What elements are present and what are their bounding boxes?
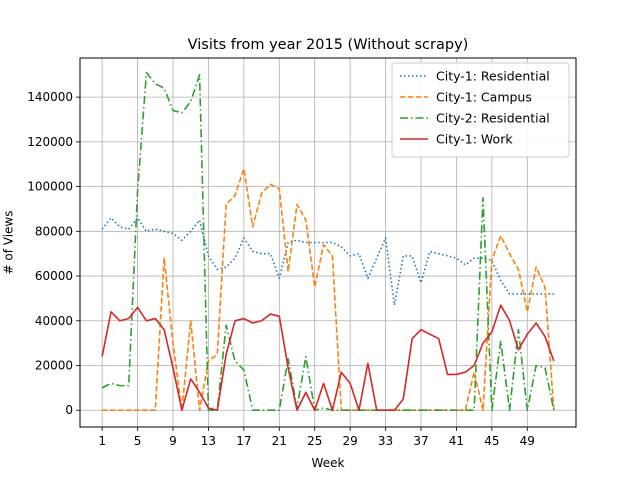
x-tick-label: 45 <box>484 434 499 448</box>
x-tick-label: 37 <box>413 434 428 448</box>
x-tick-label: 33 <box>378 434 393 448</box>
y-tick-label: 20000 <box>35 359 73 373</box>
y-tick-label: 140000 <box>27 90 73 104</box>
series-lines <box>101 71 555 412</box>
x-tick-label: 17 <box>236 434 251 448</box>
legend-box <box>391 62 570 158</box>
y-tick-label: 80000 <box>35 224 73 238</box>
plot-frame <box>79 57 577 428</box>
x-tick-label: 5 <box>134 434 142 448</box>
legend-label-1: City-1: Residential <box>436 69 550 84</box>
y-tick-label: 60000 <box>35 269 73 283</box>
y-axis-label: # of Views <box>2 211 16 275</box>
legend-label-2: City-1: Campus <box>436 90 532 105</box>
y-tick-label: 40000 <box>35 314 73 328</box>
x-tick-label: 13 <box>201 434 216 448</box>
x-axis-ticks: 1 5 9 13 17 21 25 29 33 37 41 45 49 <box>98 427 535 448</box>
legend-label-4: City-1: Work <box>436 132 513 147</box>
chart-title: Visits from year 2015 (Without scrapy) <box>188 37 469 53</box>
x-tick-label: 9 <box>169 434 177 448</box>
legend: City-1: Residential City-1: Campus City-2:… <box>391 62 570 158</box>
x-tick-label: 49 <box>520 434 535 448</box>
x-tick-label: 29 <box>343 434 358 448</box>
legend-label-3: City-2: Residential <box>436 111 550 126</box>
x-tick-label: 21 <box>272 434 287 448</box>
y-axis-ticks: 0 20000 40000 60000 80000 100000 120000 140000 <box>27 90 80 417</box>
x-tick-label: 1 <box>98 434 106 448</box>
y-tick-label: 120000 <box>27 135 73 149</box>
x-tick-label: 41 <box>449 434 464 448</box>
y-tick-label: 0 <box>65 403 73 417</box>
x-tick-label: 25 <box>307 434 322 448</box>
series-line-4 <box>101 304 555 412</box>
y-tick-label: 100000 <box>27 180 73 194</box>
series-line-3 <box>101 71 555 412</box>
series-line-1 <box>101 217 554 306</box>
series-line-2 <box>102 167 555 412</box>
x-axis-label: Week <box>312 456 345 470</box>
